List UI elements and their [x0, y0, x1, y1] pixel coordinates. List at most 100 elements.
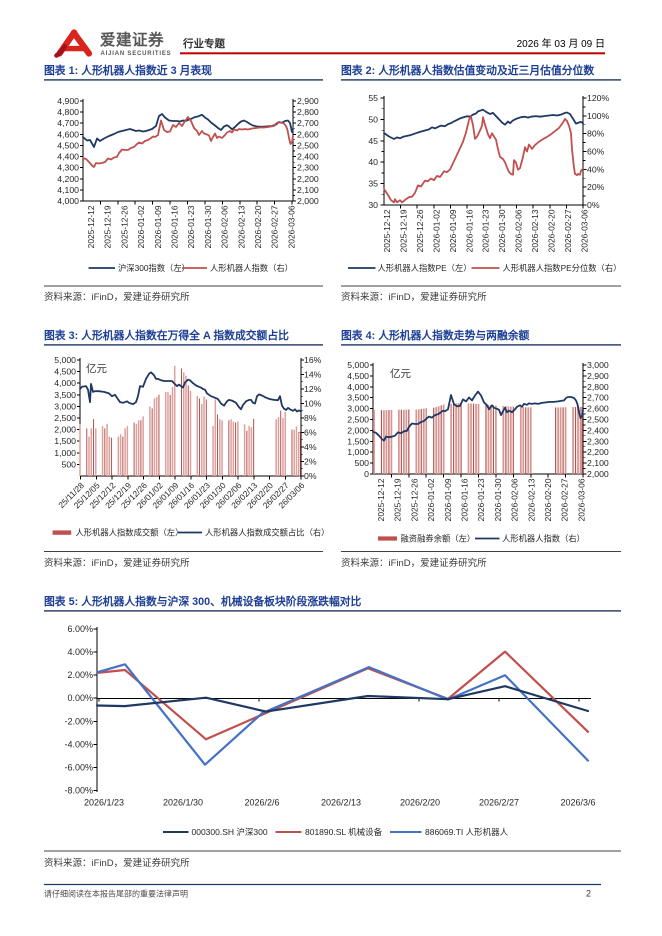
svg-text:1,000: 1,000 — [347, 447, 369, 457]
svg-text:2026-01-16: 2026-01-16 — [460, 478, 470, 521]
svg-text:4,200: 4,200 — [57, 174, 79, 184]
svg-text:-6.00%: -6.00% — [64, 762, 93, 772]
svg-text:资料来源：iFinD，爱建证券研究所: 资料来源：iFinD，爱建证券研究所 — [44, 857, 190, 869]
svg-text:2025-12-26: 2025-12-26 — [409, 478, 419, 521]
svg-text:30: 30 — [368, 200, 378, 210]
svg-text:2026/1/23: 2026/1/23 — [84, 798, 124, 808]
svg-text:40: 40 — [368, 157, 378, 167]
svg-text:2026/2/20: 2026/2/20 — [400, 798, 440, 808]
svg-text:801890.SL 机械设备: 801890.SL 机械设备 — [305, 827, 383, 837]
svg-text:6%: 6% — [304, 428, 317, 438]
svg-text:2,200: 2,200 — [297, 174, 319, 184]
svg-text:2,500: 2,500 — [347, 415, 369, 425]
svg-text:亿元: 亿元 — [390, 367, 411, 380]
svg-text:4,900: 4,900 — [57, 96, 79, 106]
svg-text:2026/2/13: 2026/2/13 — [321, 798, 361, 808]
svg-text:0: 0 — [364, 469, 369, 479]
svg-text:请仔细阅读在本报告尾部的重要法律声明: 请仔细阅读在本报告尾部的重要法律声明 — [44, 889, 188, 899]
svg-text:2,000: 2,000 — [297, 196, 319, 206]
svg-text:2026-02-13: 2026-02-13 — [526, 478, 536, 521]
svg-text:2025-12-19: 2025-12-19 — [393, 478, 403, 521]
svg-text:2025-12-26: 2025-12-26 — [415, 209, 425, 252]
svg-text:1,500: 1,500 — [54, 436, 76, 446]
svg-text:2026-01-16: 2026-01-16 — [170, 205, 180, 248]
svg-text:500: 500 — [355, 458, 370, 468]
svg-text:4,500: 4,500 — [54, 367, 76, 377]
svg-text:2026-02-27: 2026-02-27 — [560, 478, 570, 521]
svg-text:16%: 16% — [304, 355, 322, 365]
svg-text:4,800: 4,800 — [57, 107, 79, 117]
svg-text:4,400: 4,400 — [57, 152, 79, 162]
svg-text:2026-02-13: 2026-02-13 — [236, 205, 246, 248]
svg-text:人形机器人指数（右）: 人形机器人指数（右） — [502, 534, 585, 544]
svg-text:14%: 14% — [304, 370, 322, 380]
svg-text:2,900: 2,900 — [297, 96, 319, 106]
svg-text:2,700: 2,700 — [297, 118, 319, 128]
svg-text:40%: 40% — [587, 164, 605, 174]
svg-text:2026 年 03 月 09 日: 2026 年 03 月 09 日 — [517, 37, 605, 50]
svg-text:3,500: 3,500 — [347, 393, 369, 403]
svg-text:2026-01-30: 2026-01-30 — [493, 478, 503, 521]
svg-text:2026-02-20: 2026-02-20 — [543, 478, 553, 521]
svg-text:4,000: 4,000 — [54, 378, 76, 388]
svg-text:2026-01-02: 2026-01-02 — [431, 209, 441, 252]
svg-text:2026-02-27: 2026-02-27 — [563, 209, 573, 252]
svg-text:2026-02-20: 2026-02-20 — [546, 209, 556, 252]
svg-text:2,600: 2,600 — [297, 129, 319, 139]
svg-text:人形机器人指数成交额（左）: 人形机器人指数成交额（左） — [76, 528, 184, 538]
svg-text:2026-01-09: 2026-01-09 — [153, 205, 163, 248]
svg-text:3,000: 3,000 — [54, 401, 76, 411]
svg-text:2,300: 2,300 — [587, 436, 609, 446]
svg-text:爱建证券: 爱建证券 — [100, 30, 164, 49]
svg-text:资料来源：iFinD，爱建证券研究所: 资料来源：iFinD，爱建证券研究所 — [341, 557, 487, 569]
svg-text:55: 55 — [368, 93, 378, 103]
svg-text:4%: 4% — [304, 442, 317, 452]
svg-text:亿元: 亿元 — [86, 362, 107, 375]
svg-text:2,800: 2,800 — [587, 382, 609, 392]
svg-text:2,500: 2,500 — [587, 415, 609, 425]
svg-text:2025-12-12: 2025-12-12 — [376, 478, 386, 521]
svg-text:图表 4: 人形机器人指数走势与两融余额: 图表 4: 人形机器人指数走势与两融余额 — [341, 328, 530, 342]
svg-text:人形机器人指数成交额占比（右）: 人形机器人指数成交额占比（右） — [205, 528, 329, 538]
svg-text:4.00%: 4.00% — [67, 647, 93, 657]
svg-text:2,000: 2,000 — [54, 425, 76, 435]
svg-text:120%: 120% — [587, 93, 609, 103]
svg-text:2,400: 2,400 — [587, 425, 609, 435]
svg-text:-4.00%: -4.00% — [64, 739, 93, 749]
svg-text:2026/3/6: 2026/3/6 — [560, 798, 595, 808]
svg-text:2026-01-30: 2026-01-30 — [497, 209, 507, 252]
svg-text:2,100: 2,100 — [587, 458, 609, 468]
svg-text:2,300: 2,300 — [297, 163, 319, 173]
svg-text:4,700: 4,700 — [57, 118, 79, 128]
svg-text:资料来源：iFinD，爱建证券研究所: 资料来源：iFinD，爱建证券研究所 — [44, 291, 190, 303]
svg-text:2,900: 2,900 — [587, 371, 609, 381]
svg-text:2: 2 — [586, 889, 591, 899]
svg-text:2026-01-09: 2026-01-09 — [443, 478, 453, 521]
svg-text:4,000: 4,000 — [57, 196, 79, 206]
svg-text:人形机器人指数（右）: 人形机器人指数（右） — [210, 263, 293, 273]
svg-text:4,500: 4,500 — [347, 371, 369, 381]
svg-text:2,500: 2,500 — [54, 413, 76, 423]
svg-text:8%: 8% — [304, 413, 317, 423]
svg-text:2,000: 2,000 — [347, 425, 369, 435]
svg-text:5,000: 5,000 — [347, 360, 369, 370]
svg-text:50: 50 — [368, 114, 378, 124]
svg-text:2025-12-19: 2025-12-19 — [399, 209, 409, 252]
svg-text:-8.00%: -8.00% — [64, 785, 93, 795]
svg-text:2026-01-30: 2026-01-30 — [203, 205, 213, 248]
svg-text:AIJIAN SECURITIES: AIJIAN SECURITIES — [101, 51, 172, 57]
svg-text:融资融券余额（左）: 融资融券余额（左） — [401, 534, 476, 544]
svg-text:2026/2/6: 2026/2/6 — [244, 798, 279, 808]
svg-text:2,100: 2,100 — [297, 185, 319, 195]
svg-text:人形机器人指数PE分位数（右）: 人形机器人指数PE分位数（右） — [503, 263, 622, 273]
svg-text:资料来源：iFinD，爱建证券研究所: 资料来源：iFinD，爱建证券研究所 — [44, 557, 190, 569]
svg-text:3,000: 3,000 — [587, 360, 609, 370]
svg-text:2026-02-06: 2026-02-06 — [220, 205, 230, 248]
svg-text:2026-02-20: 2026-02-20 — [253, 205, 263, 248]
svg-text:4,100: 4,100 — [57, 185, 79, 195]
svg-text:沪深300指数（左）: 沪深300指数（左） — [118, 263, 190, 273]
svg-text:2,200: 2,200 — [587, 447, 609, 457]
svg-text:2026-01-23: 2026-01-23 — [476, 478, 486, 521]
svg-text:2025-12-12: 2025-12-12 — [382, 209, 392, 252]
svg-text:1,000: 1,000 — [54, 448, 76, 458]
